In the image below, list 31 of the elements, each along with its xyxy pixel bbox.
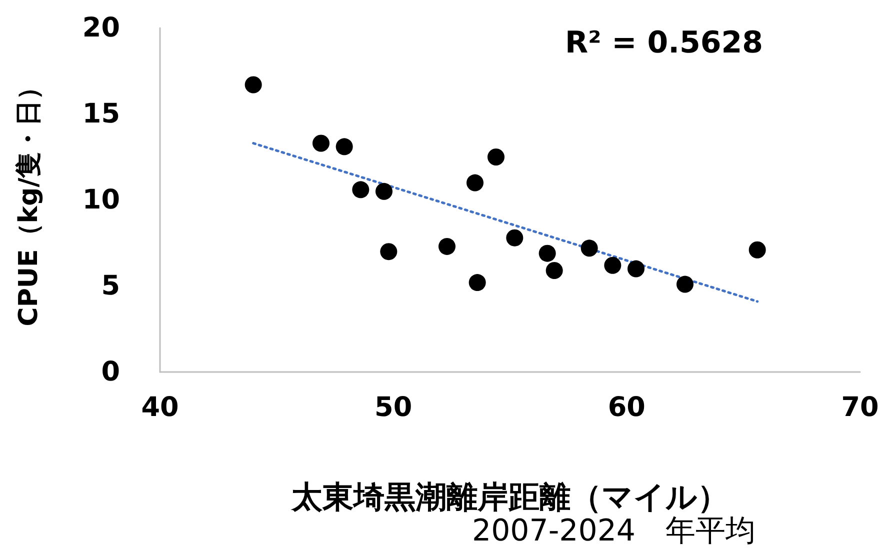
y-tick-label: 20 <box>82 12 120 44</box>
point <box>380 243 398 260</box>
point <box>538 244 556 262</box>
y-tick-label: 15 <box>82 98 120 130</box>
point <box>628 260 644 278</box>
y-tick-label: 10 <box>82 184 120 216</box>
point <box>352 181 370 198</box>
text: 2007-2024 年平均 <box>472 514 756 548</box>
point <box>244 76 262 94</box>
x-tick-label: 70 <box>841 392 879 423</box>
point <box>748 241 766 258</box>
point <box>336 138 353 156</box>
x-tick-label: 60 <box>608 392 646 423</box>
point <box>468 274 486 292</box>
x-tick-label: 40 <box>141 392 179 423</box>
y-tick-label: 0 <box>101 356 120 388</box>
point <box>376 182 392 200</box>
y-axis-title: CPUE（kg/隻・日） <box>14 74 44 326</box>
x-axis-title: 太東埼黒潮離岸距離（マイル） <box>290 480 728 516</box>
point <box>438 238 456 255</box>
y-tick-label: 5 <box>101 270 120 302</box>
point <box>676 276 694 293</box>
point <box>506 229 524 246</box>
point <box>546 262 563 280</box>
annotation: R² = 0.5628 <box>565 26 764 60</box>
x-tick-label: 50 <box>374 392 412 423</box>
point <box>312 134 330 152</box>
point <box>604 256 622 274</box>
point <box>466 174 484 192</box>
point <box>580 240 598 257</box>
point <box>488 148 504 166</box>
